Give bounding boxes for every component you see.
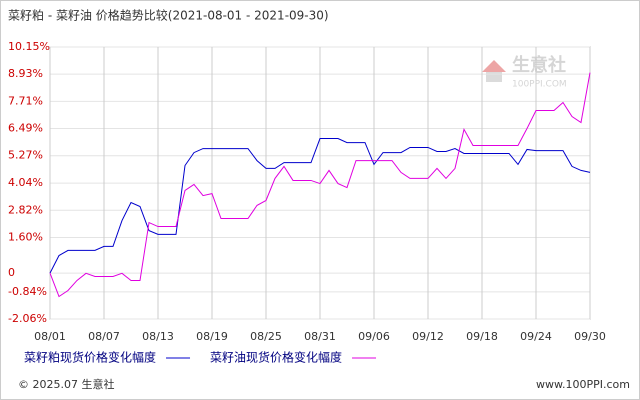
x-tick-label: 09/12: [412, 330, 444, 343]
x-tick-label: 08/07: [88, 330, 120, 343]
y-tick-label: 10.15%: [8, 40, 50, 53]
x-tick-label: 09/18: [466, 330, 498, 343]
x-tick-label: 08/13: [142, 330, 174, 343]
x-tick-label: 08/31: [304, 330, 336, 343]
y-tick-label: -0.84%: [8, 285, 47, 298]
y-tick-label: 2.82%: [8, 203, 43, 216]
y-tick-label: -2.06%: [8, 312, 47, 325]
y-tick-label: 7.71%: [8, 94, 43, 107]
watermark-logo: [482, 60, 506, 72]
series-line: [49, 138, 591, 274]
footer-site: www.100PPI.com: [536, 378, 630, 391]
y-tick-label: 1.60%: [8, 230, 43, 243]
y-tick-label: 5.27%: [8, 149, 43, 162]
y-tick-label: 4.04%: [8, 176, 43, 189]
watermark-brand: 生意社: [512, 54, 566, 76]
x-tick-label: 09/06: [358, 330, 390, 343]
y-tick-label: 0: [8, 266, 15, 279]
x-tick-label: 09/24: [520, 330, 552, 343]
watermark: 生意社 100PPI.COM: [482, 54, 567, 90]
watermark-site: 100PPI.COM: [512, 80, 567, 90]
legend-label: 菜籽油现货价格变化幅度: [210, 350, 342, 365]
footer-copyright: © 2025.07 生意社: [18, 377, 114, 391]
legend-label: 菜籽粕现货价格变化幅度: [24, 350, 156, 365]
x-tick-label: 08/19: [196, 330, 228, 343]
x-tick-label: 08/01: [34, 330, 66, 343]
x-tick-label: 08/25: [250, 330, 282, 343]
series-line: [49, 72, 591, 298]
chart-title: 菜籽粕 - 菜籽油 价格趋势比较(2021-08-01 - 2021-09-30…: [8, 8, 329, 23]
x-tick-label: 09/30: [574, 330, 606, 343]
y-tick-label: 6.49%: [8, 122, 43, 135]
watermark-logo: [486, 72, 502, 82]
y-tick-label: 8.93%: [8, 67, 43, 80]
